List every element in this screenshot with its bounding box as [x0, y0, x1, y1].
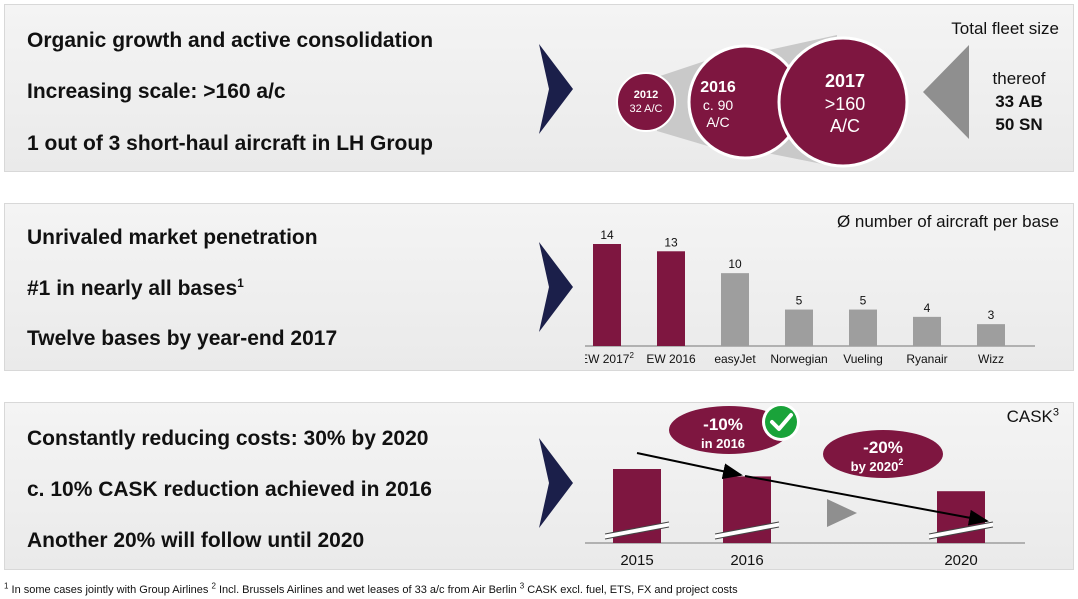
fleet-circle-2017	[777, 36, 909, 168]
bubble-2020-text: by 20202	[851, 457, 904, 474]
bar-easyjet	[721, 273, 749, 346]
bar-value-vueling: 5	[860, 294, 867, 308]
check-icon	[765, 406, 797, 438]
axis-break-2020	[929, 522, 993, 539]
bullet-market-penetration: Unrivaled market penetration	[27, 226, 318, 249]
fleet-panel: Organic growth and active consolidation …	[4, 4, 1074, 172]
bar-vueling	[849, 309, 877, 346]
circle-2012-year: 2012	[634, 89, 658, 101]
circle-2017-unit: A/C	[830, 116, 860, 136]
footnote-num-1: 1	[4, 581, 9, 591]
bar-value-ryanair: 4	[924, 301, 931, 315]
bar-label-norwegian: Norwegian	[770, 352, 827, 366]
trend-arrow-2016	[636, 452, 743, 480]
bullet-twelve-bases: Twelve bases by year-end 2017	[27, 327, 338, 350]
cask-chart: 2015 2016 2020 -10% in 2016 -20% by 20202	[585, 403, 1025, 569]
circle-2017-year: 2017	[825, 71, 865, 91]
right-arrow-icon	[539, 242, 573, 332]
bullet-number-one: #1 in nearly all bases1	[27, 277, 244, 301]
bar-ew-2017	[593, 244, 621, 346]
bar-value-easyjet: 10	[728, 257, 742, 271]
fleet-circle-2012	[616, 72, 676, 132]
bubble-2016-pct: -10%	[703, 415, 743, 434]
thereof-ab: 33 AB	[995, 92, 1043, 111]
cask-label: CASK3	[1007, 407, 1059, 427]
bubble-2016-text: in 2016	[701, 436, 745, 451]
bar-value-norwegian: 5	[796, 294, 803, 308]
bubble-2020	[823, 430, 943, 478]
footnote-ref-1: 1	[237, 276, 244, 290]
aircraft-per-base-label: Ø number of aircraft per base	[836, 212, 1059, 231]
axis-break-2016	[715, 522, 779, 539]
bullet-organic-growth: Organic growth and active consolidation	[27, 29, 434, 52]
circle-2016-year: 2016	[700, 79, 736, 96]
circle-2016-unit: A/C	[706, 114, 729, 130]
bullet-increasing-scale: Increasing scale: >160 a/c	[27, 80, 286, 103]
fleet-circles-diagram: 2012 32 A/C 2016 c. 90 A/C 2017 >160 A/C	[616, 35, 909, 168]
bar-wizz	[977, 324, 1005, 346]
axis-break-line-bottom-2020	[928, 526, 994, 540]
bar-label-vueling: Vueling	[843, 352, 883, 366]
footnote: 1 In some cases jointly with Group Airli…	[4, 581, 738, 596]
footnote-num-3: 3	[519, 581, 525, 591]
footnote-ref-3: 3	[1052, 406, 1059, 419]
thereof-label: thereof	[992, 69, 1046, 88]
bubble-2020-text-main: by 2020	[851, 459, 899, 474]
footnote-num-2: 2	[211, 581, 216, 591]
bar-label-ryanair: Ryanair	[906, 352, 947, 366]
bubble-2020-pct: -20%	[863, 438, 903, 457]
right-arrow-icon	[539, 438, 573, 528]
cask-label-2015: 2015	[620, 552, 653, 569]
bar-ew-2016	[657, 251, 685, 346]
axis-break-line-bottom-2015	[604, 526, 670, 540]
cask-panel: Constantly reducing costs: 30% by 2020 c…	[4, 402, 1074, 570]
bar-label-ew-2016: EW 2016	[646, 352, 696, 366]
left-grey-arrow-icon	[923, 45, 969, 139]
bar-norwegian	[785, 309, 813, 346]
footnote-text-3: CASK excl. fuel, ETS, FX and project cos…	[524, 584, 738, 596]
aircraft-per-base-chart: 14 EW 20172 13 EW 2016 10 easyJet 5 Norwegian 5 V…	[585, 228, 1035, 366]
cask-label-2020: 2020	[944, 552, 977, 569]
thereof-sn: 50 SN	[995, 115, 1043, 134]
bullet-short-haul-share: 1 out of 3 short-haul aircraft in LH Gro…	[27, 132, 434, 155]
bubble-2016	[669, 406, 789, 454]
bullet-another-20: Another 20% will follow until 2020	[27, 529, 365, 552]
bar-label-ew-2017: EW 20172	[585, 351, 634, 366]
footnote-text-1: In some cases jointly with Group Airline…	[8, 584, 212, 596]
bar-label-wizz: Wizz	[978, 352, 1004, 366]
footnote-ref-2: 2	[898, 457, 903, 467]
bar-label-sup-ew-2017: 2	[629, 351, 634, 360]
bar-value-wizz: 3	[988, 308, 995, 322]
bullet-number-one-text: #1 in nearly all bases	[27, 277, 238, 300]
bar-value-ew-2017: 14	[600, 228, 614, 242]
cask-label-text: CASK	[1006, 407, 1053, 426]
bullet-cask-2016: c. 10% CASK reduction achieved in 2016	[27, 478, 432, 501]
bullet-reducing-costs: Constantly reducing costs: 30% by 2020	[27, 427, 429, 450]
bar-ryanair	[913, 316, 941, 346]
circle-2012-count: 32 A/C	[629, 103, 662, 115]
check-mark-icon	[770, 413, 793, 431]
axis-break-line-top-2015	[604, 521, 670, 535]
grey-play-icon	[827, 499, 857, 527]
circle-2017-count: >160	[825, 94, 866, 114]
cask-label-2016: 2016	[730, 552, 763, 569]
axis-break-2015	[605, 522, 669, 539]
fleet-size-label: Total fleet size	[951, 19, 1059, 38]
thereof-box: thereof 33 AB 50 SN	[971, 67, 1067, 136]
footnote-text-2: Incl. Brussels Airlines and wet leases o…	[215, 584, 520, 596]
trend-arrow-2020	[744, 475, 989, 526]
axis-break-line-top-2016	[714, 521, 780, 535]
bar-label-easyjet: easyJet	[714, 352, 756, 366]
bar-value-ew-2016: 13	[664, 235, 678, 249]
axis-break-line-bottom-2016	[714, 526, 780, 540]
bases-panel: Unrivaled market penetration #1 in nearl…	[4, 203, 1074, 371]
circle-2016-count: c. 90	[703, 97, 734, 113]
right-arrow-icon	[539, 44, 573, 134]
